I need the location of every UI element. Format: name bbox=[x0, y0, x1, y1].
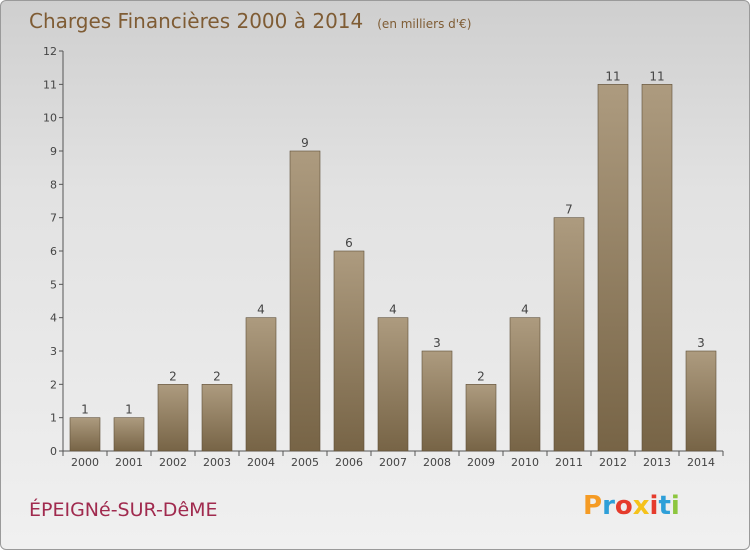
bar bbox=[641, 84, 673, 452]
bar bbox=[465, 384, 497, 452]
x-tick-label: 2008 bbox=[423, 456, 451, 469]
x-tick-label: 2005 bbox=[291, 456, 319, 469]
bar-value-label: 3 bbox=[697, 336, 705, 350]
x-tick-label: 2013 bbox=[643, 456, 671, 469]
bar bbox=[245, 317, 277, 452]
bar-value-label: 1 bbox=[81, 403, 89, 417]
x-tick-label: 2012 bbox=[599, 456, 627, 469]
bar bbox=[157, 384, 189, 452]
logo-letter: o bbox=[614, 491, 633, 521]
y-tick-label: 10 bbox=[43, 112, 57, 125]
y-tick-label: 0 bbox=[50, 445, 57, 458]
logo-letter: i bbox=[649, 491, 659, 521]
x-tick-label: 2011 bbox=[555, 456, 583, 469]
bar bbox=[509, 317, 541, 452]
bar bbox=[377, 317, 409, 452]
bar-value-label: 3 bbox=[433, 336, 441, 350]
bar bbox=[553, 217, 585, 452]
bar bbox=[333, 250, 365, 452]
y-tick-label: 2 bbox=[50, 378, 57, 391]
bar bbox=[685, 350, 717, 452]
title-text: Charges Financières 2000 à 2014 bbox=[29, 9, 364, 33]
logo-letter: x bbox=[632, 491, 650, 521]
y-tick-label: 4 bbox=[50, 312, 57, 325]
y-tick-label: 11 bbox=[43, 78, 57, 91]
logo-letter: P bbox=[583, 491, 603, 521]
x-tick-label: 2001 bbox=[115, 456, 143, 469]
bar bbox=[113, 417, 145, 452]
logo-letter: t bbox=[658, 491, 671, 521]
bar-value-label: 4 bbox=[257, 303, 265, 317]
bar bbox=[289, 150, 321, 452]
bar-value-label: 1 bbox=[125, 403, 133, 417]
y-tick-label: 8 bbox=[50, 178, 57, 191]
y-tick-label: 9 bbox=[50, 145, 57, 158]
y-tick-label: 6 bbox=[50, 245, 57, 258]
chart-title: Charges Financières 2000 à 2014 (en milli… bbox=[29, 9, 471, 33]
y-tick-label: 7 bbox=[50, 212, 57, 225]
y-tick-label: 1 bbox=[50, 412, 57, 425]
bar-value-label: 6 bbox=[345, 236, 353, 250]
x-tick-label: 2007 bbox=[379, 456, 407, 469]
y-tick-label: 5 bbox=[50, 278, 57, 291]
logo-letter: i bbox=[670, 491, 680, 521]
x-tick-label: 2014 bbox=[687, 456, 715, 469]
bar bbox=[69, 417, 101, 452]
bar bbox=[597, 84, 629, 452]
bar-value-label: 11 bbox=[605, 69, 620, 83]
x-tick-label: 2000 bbox=[71, 456, 99, 469]
x-tick-label: 2009 bbox=[467, 456, 495, 469]
bar-value-label: 2 bbox=[477, 369, 485, 383]
y-tick-label: 12 bbox=[43, 45, 57, 58]
commune-name: ÉPEIGNé-SUR-DêME bbox=[29, 499, 218, 521]
x-tick-label: 2004 bbox=[247, 456, 275, 469]
bar bbox=[421, 350, 453, 452]
logo-letter: r bbox=[602, 491, 615, 521]
bar bbox=[201, 384, 233, 452]
x-tick-label: 2002 bbox=[159, 456, 187, 469]
y-tick-label: 3 bbox=[50, 345, 57, 358]
proxiti-logo[interactable]: Proxiti bbox=[583, 491, 680, 521]
x-tick-label: 2010 bbox=[511, 456, 539, 469]
bar-value-label: 7 bbox=[565, 203, 573, 217]
bar-value-label: 4 bbox=[521, 303, 529, 317]
bar-value-label: 2 bbox=[213, 369, 221, 383]
bar-value-label: 11 bbox=[649, 69, 664, 83]
x-tick-label: 2006 bbox=[335, 456, 363, 469]
bar-value-label: 9 bbox=[301, 136, 309, 150]
bar-value-label: 2 bbox=[169, 369, 177, 383]
chart-subtitle: (en milliers d'€) bbox=[377, 17, 472, 31]
bar-value-label: 4 bbox=[389, 303, 397, 317]
x-tick-label: 2003 bbox=[203, 456, 231, 469]
